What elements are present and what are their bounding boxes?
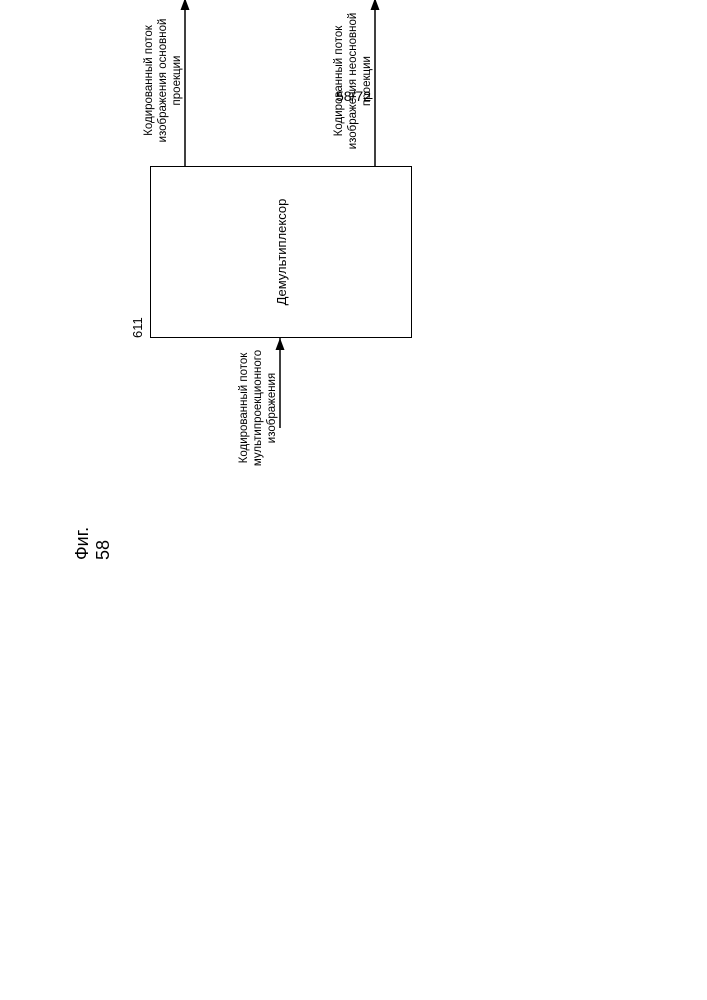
label-input: Кодированный поток мультипроекционного и… [238,328,279,488]
label-mid-bottom: Кодированный поток изображения неосновно… [333,0,374,166]
label-mid-top-l2: изображения основной [157,0,171,163]
label-mid-bottom-l2: изображения неосновной [347,0,361,166]
label-mid-top: Кодированный поток изображения основной … [143,0,184,163]
ref-demux: 611 [130,317,145,338]
label-input-l3: изображения [266,328,280,488]
label-input-l1: Кодированный поток [238,328,252,488]
label-mid-bottom-l3: проекции [361,0,375,166]
label-input-l2: мультипроекционного [252,328,266,488]
label-mid-top-l3: проекции [171,0,185,163]
demux-label: Демультиплексор [274,199,289,306]
figure-title: Фиг. 58 [72,527,114,560]
demultiplexer-block: Демультиплексор [150,166,412,338]
label-mid-top-l1: Кодированный поток [143,0,157,163]
label-mid-bottom-l1: Кодированный поток [333,0,347,166]
